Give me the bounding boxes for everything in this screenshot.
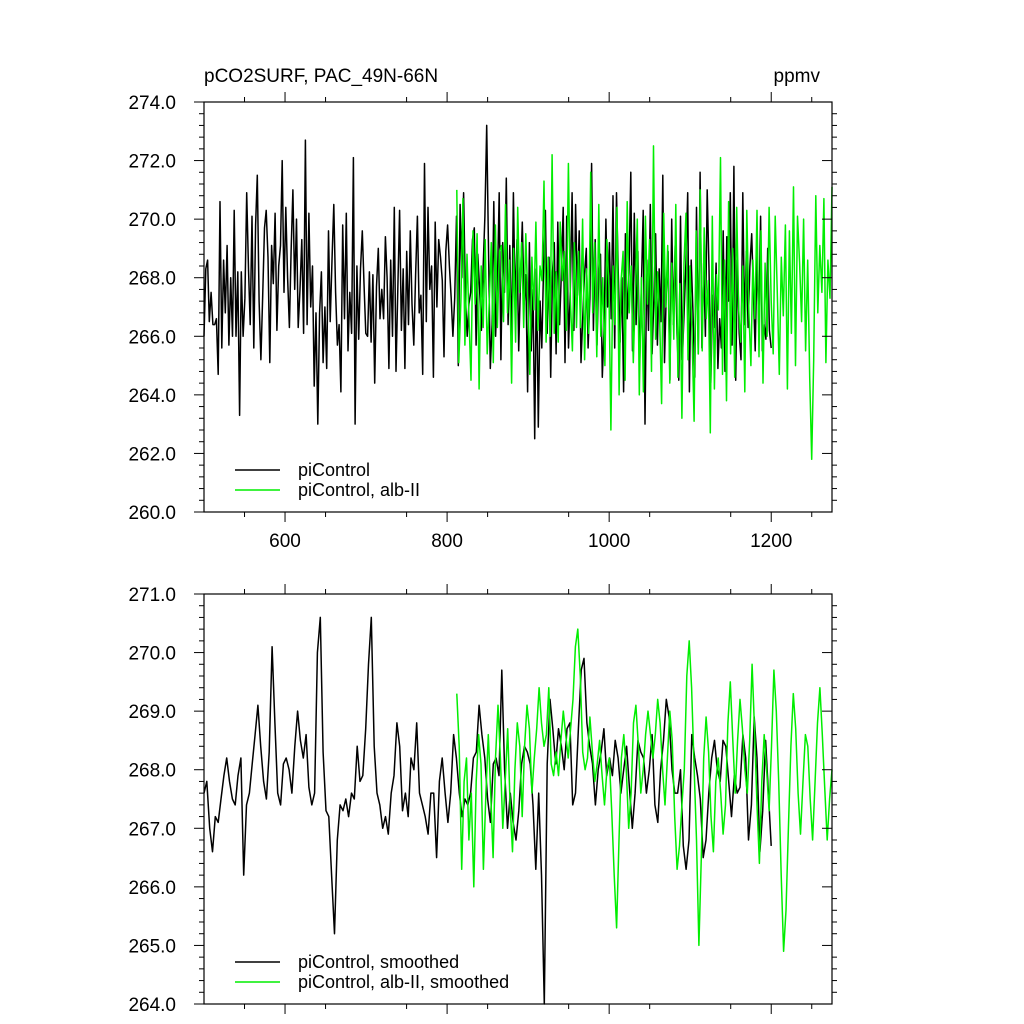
y-tick-label: 268.0 [128, 761, 176, 782]
units-label: ppmv [774, 66, 821, 87]
top-panel-legend: piControl piControl, alb-II [235, 460, 420, 500]
bottom-panel-frame [203, 593, 833, 1005]
top-panel: 600 800 1000 1200 260.0 262.0 264.0 266.0 268.0 2… [128, 92, 837, 552]
y-tick-label: 269.0 [128, 702, 176, 723]
y-tick-label: 264.0 [128, 995, 176, 1016]
legend-label-picontrol: piControl [298, 460, 370, 480]
bottom-panel-legend: piControl, smoothed piControl, alb-II, s… [235, 952, 509, 992]
y-tick-label: 265.0 [128, 936, 176, 957]
chart-title: pCO2SURF, PAC_49N-66N [204, 66, 438, 87]
y-tick-label: 270.0 [128, 210, 176, 231]
x-tick-label: 1200 [750, 531, 792, 552]
legend-label-picontrol-smoothed: piControl, smoothed [298, 952, 459, 972]
legend-label-alb-ii: piControl, alb-II [298, 480, 420, 500]
y-tick-label: 274.0 [128, 93, 176, 114]
x-tick-label: 1000 [588, 531, 630, 552]
series-line-picontrol [203, 124, 772, 440]
series-line-picontrol-alb-ii [456, 145, 833, 461]
y-tick-label: 272.0 [128, 152, 176, 173]
top-panel-series [203, 124, 833, 461]
y-tick-label: 266.0 [128, 878, 176, 899]
bottom-panel: 264.0 265.0 266.0 267.0 268.0 269.0 270.0 271.0… [128, 584, 837, 1016]
y-tick-label: 264.0 [128, 386, 176, 407]
legend-label-alb-ii-smoothed: piControl, alb-II, smoothed [298, 972, 509, 992]
y-tick-label: 267.0 [128, 819, 176, 840]
y-tick-label: 262.0 [128, 444, 176, 465]
top-panel-ticks: 600 800 1000 1200 260.0 262.0 264.0 266.0 268.0 2… [128, 92, 837, 552]
y-tick-label: 268.0 [128, 269, 176, 290]
top-panel-frame [203, 101, 833, 513]
y-tick-label: 270.0 [128, 644, 176, 665]
y-tick-label: 271.0 [128, 585, 176, 606]
bottom-panel-ticks: 264.0 265.0 266.0 267.0 268.0 269.0 270.0 271.0 [128, 584, 837, 1016]
y-tick-label: 266.0 [128, 327, 176, 348]
x-tick-label: 800 [431, 531, 463, 552]
y-tick-label: 260.0 [128, 503, 176, 524]
series-line-picontrol-alb-ii-smoothed [456, 628, 833, 953]
x-tick-label: 600 [269, 531, 301, 552]
series-line-picontrol-smoothed [203, 616, 772, 1005]
bottom-panel-series [203, 616, 833, 1005]
